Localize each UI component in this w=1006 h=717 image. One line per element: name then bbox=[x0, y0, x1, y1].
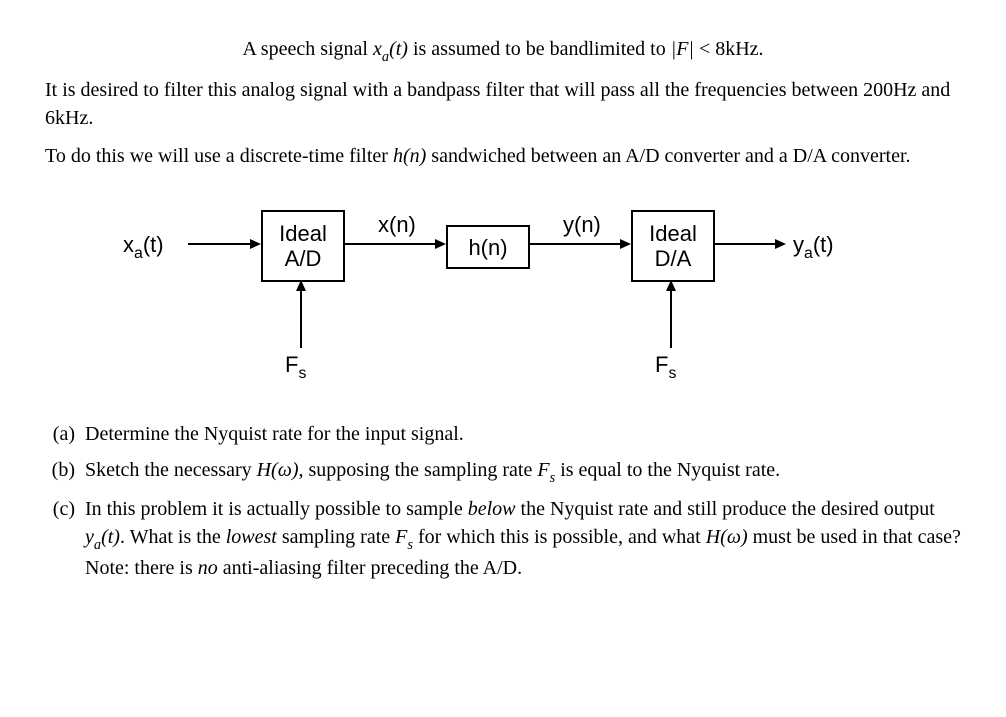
question-b-body: Sketch the necessary H(ω), supposing the… bbox=[85, 456, 961, 487]
box-ad-converter: Ideal A/D bbox=[261, 210, 345, 282]
text: In this problem it is actually possible … bbox=[85, 498, 468, 520]
arg-t: (t) bbox=[389, 38, 408, 60]
label-ya: ya(t) bbox=[793, 230, 834, 265]
symbol-fs: F bbox=[537, 459, 549, 481]
text: is equal to the Nyquist rate. bbox=[555, 459, 780, 481]
text: sampling rate bbox=[277, 526, 395, 548]
box-da-line1: Ideal bbox=[649, 221, 697, 246]
question-list: (a) Determine the Nyquist rate for the i… bbox=[45, 420, 961, 582]
label-fs-1: Fs bbox=[285, 350, 306, 385]
text: , supposing the sampling rate bbox=[299, 459, 538, 481]
box-ad-line2: A/D bbox=[285, 246, 322, 271]
question-b: (b) Sketch the necessary H(ω), supposing… bbox=[45, 456, 961, 487]
box-da-converter: Ideal D/A bbox=[631, 210, 715, 282]
intro-line-2: It is desired to filter this analog sign… bbox=[45, 76, 961, 132]
text: sandwiched between an A/D converter and … bbox=[426, 145, 910, 167]
symbol-hw: H(ω) bbox=[706, 526, 748, 548]
symbol-ya: y bbox=[85, 526, 94, 548]
intro-line-3: To do this we will use a discrete-time f… bbox=[45, 142, 961, 170]
word-below: below bbox=[468, 498, 516, 520]
symbol-fs: F bbox=[395, 526, 407, 548]
word-lowest: lowest bbox=[226, 526, 277, 548]
text: is assumed to be bandlimited to bbox=[408, 38, 671, 60]
label-fs-2: Fs bbox=[655, 350, 676, 385]
label-xa: xa(t) bbox=[123, 230, 164, 265]
intro-line-1: A speech signal xa(t) is assumed to be b… bbox=[45, 35, 961, 66]
label-xn: x(n) bbox=[378, 210, 416, 241]
arg-t: (t) bbox=[101, 526, 120, 548]
arrow-2 bbox=[343, 238, 446, 250]
text: . What is the bbox=[120, 526, 226, 548]
text: A speech signal bbox=[242, 38, 373, 60]
note-post: anti-aliasing filter preceding the A/D. bbox=[218, 557, 522, 579]
arrow-1 bbox=[188, 238, 261, 250]
question-c: (c) In this problem it is actually possi… bbox=[45, 495, 961, 582]
text: < 8kHz. bbox=[694, 38, 764, 60]
arrow-3 bbox=[528, 238, 631, 250]
box-hn-label: h(n) bbox=[468, 235, 507, 260]
subscript-a: a bbox=[382, 49, 389, 65]
symbol-hn: h(n) bbox=[393, 145, 426, 167]
text: the Nyquist rate and still produce the d… bbox=[516, 498, 935, 520]
box-ad-line1: Ideal bbox=[279, 221, 327, 246]
text: for which this is possible, and what bbox=[413, 526, 706, 548]
subscript-s: s bbox=[407, 537, 413, 553]
box-da-line2: D/A bbox=[655, 246, 692, 271]
note-pre: Note: there is bbox=[85, 557, 198, 579]
marker-c: (c) bbox=[45, 495, 75, 582]
marker-a: (a) bbox=[45, 420, 75, 448]
arrow-fs-2 bbox=[665, 280, 677, 348]
subscript-a: a bbox=[94, 537, 101, 553]
marker-b: (b) bbox=[45, 456, 75, 487]
page: A speech signal xa(t) is assumed to be b… bbox=[0, 0, 1006, 717]
symbol-hw: H(ω) bbox=[257, 459, 299, 481]
symbol-x: x bbox=[373, 38, 382, 60]
label-yn: y(n) bbox=[563, 210, 601, 241]
block-diagram: xa(t) Ideal A/D x(n) h(n) y(n) Ideal D/A bbox=[123, 200, 883, 390]
text: must be used in that case? bbox=[748, 526, 961, 548]
arrow-4 bbox=[713, 238, 786, 250]
word-no: no bbox=[198, 557, 218, 579]
question-a-body: Determine the Nyquist rate for the input… bbox=[85, 420, 961, 448]
question-a: (a) Determine the Nyquist rate for the i… bbox=[45, 420, 961, 448]
arrow-fs-1 bbox=[295, 280, 307, 348]
abs-f: |F| bbox=[671, 38, 694, 60]
text: Sketch the necessary bbox=[85, 459, 257, 481]
question-c-body: In this problem it is actually possible … bbox=[85, 495, 961, 582]
text: To do this we will use a discrete-time f… bbox=[45, 145, 393, 167]
subscript-s: s bbox=[550, 470, 556, 486]
box-filter-hn: h(n) bbox=[446, 225, 530, 269]
